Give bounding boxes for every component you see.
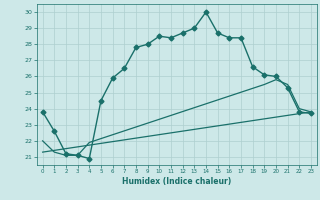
X-axis label: Humidex (Indice chaleur): Humidex (Indice chaleur) — [122, 177, 231, 186]
